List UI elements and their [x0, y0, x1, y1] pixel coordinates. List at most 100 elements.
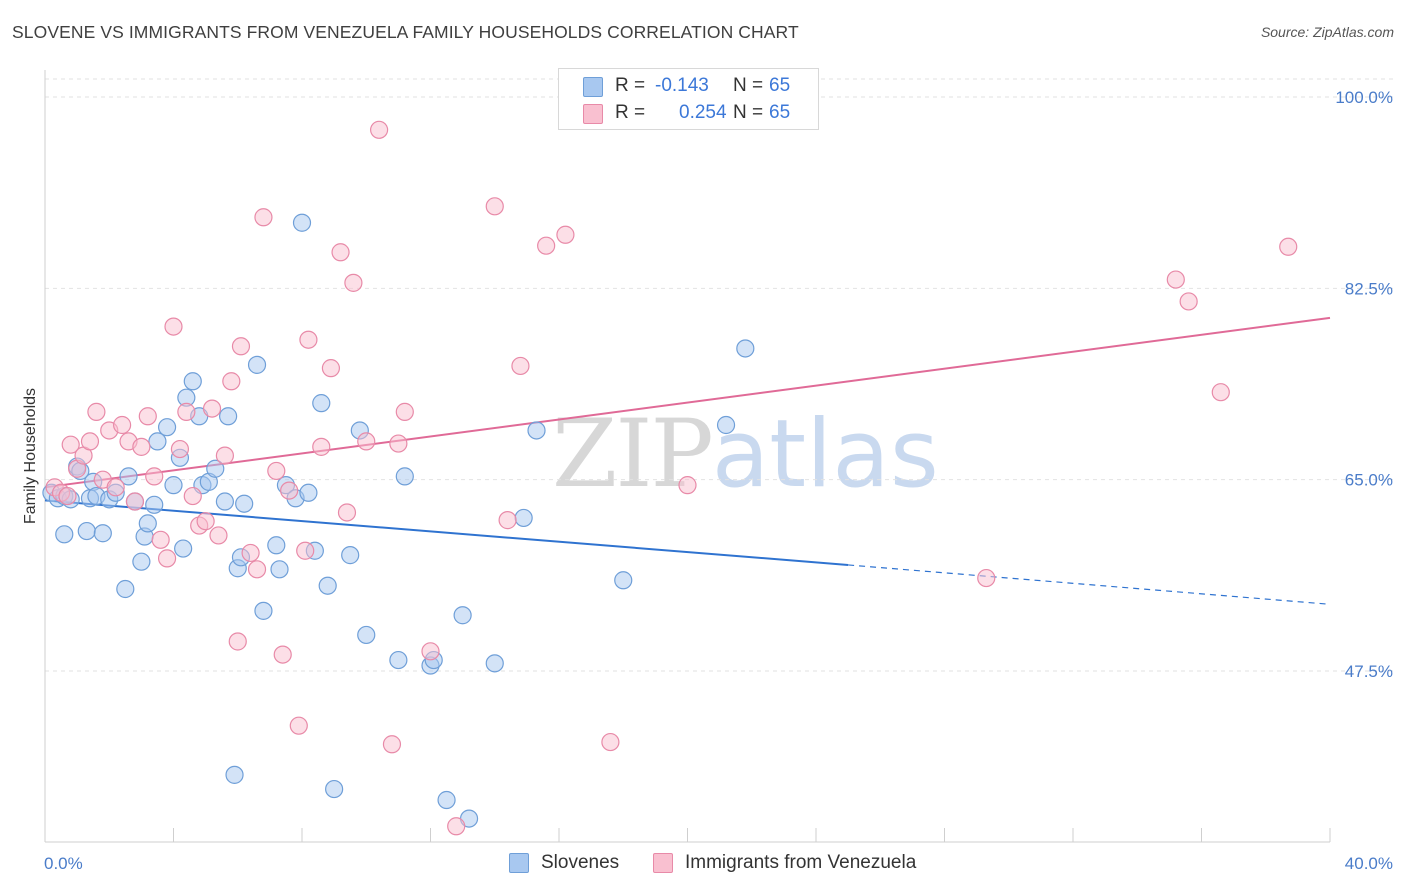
point-venezuela	[498, 511, 517, 530]
legend-n-value: 65	[769, 102, 791, 123]
trend-lines	[44, 316, 1331, 605]
point-slovenes	[527, 421, 546, 440]
point-venezuela	[132, 437, 151, 456]
point-slovenes	[219, 407, 238, 426]
legend-r-label: R =	[615, 75, 646, 96]
point-venezuela	[61, 435, 80, 454]
point-venezuela	[157, 549, 177, 568]
bottom-legend-swatch-venezuela	[653, 853, 673, 873]
point-venezuela	[241, 543, 260, 563]
point-slovenes	[485, 654, 504, 673]
point-venezuela	[485, 197, 504, 216]
point-venezuela	[202, 399, 222, 418]
point-slovenes	[157, 418, 177, 437]
point-slovenes	[453, 606, 472, 625]
point-venezuela	[299, 330, 318, 349]
point-slovenes	[145, 495, 164, 514]
point-slovenes	[437, 790, 456, 810]
point-venezuela	[138, 407, 157, 426]
point-slovenes	[292, 213, 312, 232]
y-tick-label: 82.5%	[1345, 279, 1393, 298]
grid-lines	[45, 78, 1393, 672]
point-venezuela	[344, 273, 363, 292]
point-venezuela	[273, 645, 292, 664]
point-slovenes	[267, 536, 286, 555]
data-points	[42, 84, 1298, 836]
axis-labels: 100.0% 82.5% 65.0% 47.5% 0.0% 40.0% Family Hou…	[22, 88, 1393, 873]
point-slovenes	[312, 394, 331, 413]
point-slovenes	[55, 525, 74, 544]
point-slovenes	[299, 483, 318, 502]
point-venezuela	[601, 732, 620, 752]
y-tick-label: 47.5%	[1345, 662, 1393, 681]
source-label: Source: ZipAtlas.com	[1260, 24, 1394, 40]
point-venezuela	[289, 716, 308, 735]
point-venezuela	[1166, 270, 1185, 289]
point-slovenes	[225, 765, 244, 784]
point-venezuela	[222, 372, 241, 391]
point-venezuela	[112, 415, 132, 435]
point-slovenes	[736, 339, 755, 358]
point-venezuela	[247, 560, 267, 579]
point-slovenes	[270, 560, 289, 579]
point-slovenes	[254, 601, 273, 620]
point-slovenes	[247, 355, 267, 374]
point-venezuela	[231, 337, 251, 356]
point-venezuela	[977, 568, 996, 588]
point-venezuela	[321, 359, 341, 378]
point-venezuela	[312, 437, 331, 456]
bottom-legend-label-slovenes: Slovenes	[541, 852, 620, 873]
point-venezuela	[331, 243, 350, 262]
y-axis-label: Family Households	[22, 388, 39, 524]
point-slovenes	[235, 494, 254, 513]
point-venezuela	[1211, 383, 1230, 402]
x-tick-label: 40.0%	[1345, 854, 1393, 873]
point-slovenes	[148, 432, 167, 451]
legend-swatch-slovenes	[583, 77, 603, 97]
point-venezuela	[254, 208, 273, 227]
point-venezuela	[421, 642, 440, 661]
point-venezuela	[106, 478, 125, 497]
point-venezuela	[87, 402, 106, 421]
legend-r-value: 0.254	[679, 102, 727, 123]
point-venezuela	[164, 317, 183, 336]
legend-n-value: 65	[769, 75, 791, 96]
point-venezuela	[177, 402, 196, 421]
point-slovenes	[318, 576, 337, 595]
legend-r-label: R =	[615, 102, 646, 123]
point-slovenes	[341, 546, 360, 565]
point-venezuela	[678, 476, 697, 495]
point-venezuela	[337, 503, 357, 522]
point-slovenes	[514, 508, 533, 528]
point-slovenes	[119, 467, 138, 486]
bottom-legend-label-venezuela: Immigrants from Venezuela	[685, 852, 917, 873]
point-venezuela	[215, 446, 234, 465]
point-slovenes	[215, 492, 234, 511]
trend-line-venezuela	[44, 316, 1331, 489]
point-slovenes	[325, 779, 344, 799]
legend-n-label: N =	[733, 102, 764, 123]
correlation-legend: R = -0.143 N = 65 R = 0.254 N = 65	[558, 68, 819, 130]
point-slovenes	[138, 514, 157, 533]
point-slovenes	[716, 415, 736, 435]
point-slovenes	[164, 476, 183, 495]
point-venezuela	[1179, 292, 1198, 311]
point-venezuela	[296, 541, 315, 560]
point-venezuela	[395, 402, 414, 421]
point-slovenes	[206, 459, 225, 478]
point-venezuela	[267, 461, 286, 481]
point-venezuela	[183, 486, 202, 506]
axes	[44, 70, 1331, 843]
legend-swatch-venezuela	[583, 104, 603, 124]
point-venezuela	[556, 225, 575, 244]
point-venezuela	[151, 530, 170, 549]
point-slovenes	[174, 539, 193, 558]
point-slovenes	[77, 521, 96, 541]
point-venezuela	[280, 481, 299, 500]
point-slovenes	[395, 467, 414, 486]
point-venezuela	[196, 512, 215, 531]
legend-r-value: -0.143	[655, 75, 709, 96]
point-venezuela	[389, 434, 408, 453]
point-slovenes	[183, 372, 202, 391]
